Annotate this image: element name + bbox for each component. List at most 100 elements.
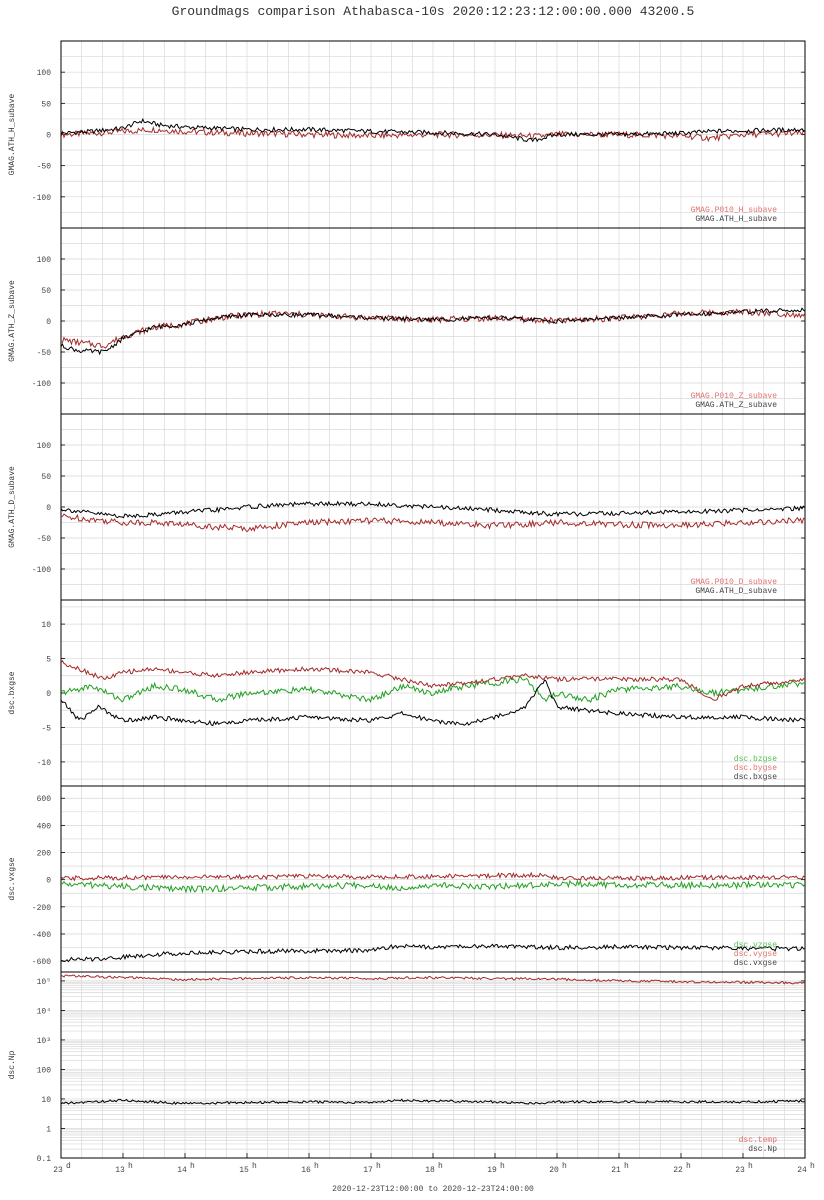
panel-4: 1050-5-10dsc.bxgsedsc.bzgsedsc.bygsedsc.… — [8, 599, 806, 787]
y-tick-label: 10⁴ — [37, 1007, 51, 1016]
y-tick-label: 100 — [37, 1066, 52, 1075]
y-tick-label: 10 — [41, 621, 51, 630]
series-line-gmag-ath-h-subave — [61, 117, 805, 143]
x-tick-label: 21 — [611, 1166, 621, 1175]
legend-entry: dsc.bygse — [734, 764, 777, 773]
y-tick-label: -100 — [32, 566, 51, 575]
y-tick-label: 100 — [37, 442, 52, 451]
y-tick-label: 10 — [41, 1096, 51, 1105]
x-tick-superscript: h — [376, 1162, 381, 1171]
y-tick-label: 1 — [46, 1125, 51, 1134]
y-tick-label: 0 — [46, 132, 51, 141]
x-tick-superscript: h — [190, 1162, 195, 1171]
y-axis-label: dsc.Np — [8, 1050, 17, 1079]
x-tick-superscript: h — [314, 1162, 319, 1171]
series-line-dsc-vygse — [61, 871, 805, 882]
y-tick-label: -50 — [37, 535, 52, 544]
legend-entry: dsc.bzgse — [734, 755, 777, 764]
x-tick-superscript: h — [748, 1162, 753, 1171]
y-tick-label: 0 — [46, 690, 51, 699]
figure-title: Groundmags comparison Athabasca-10s 2020… — [172, 4, 695, 19]
series-line-dsc-bygse — [61, 659, 805, 701]
y-axis-label: dsc.bxgse — [8, 671, 17, 714]
series-line-gmag-ath-d-subave — [61, 500, 805, 519]
x-tick-superscript: h — [624, 1162, 629, 1171]
x-tick-label: 14 — [177, 1166, 187, 1175]
legend-entry: GMAG.P010_H_subave — [691, 206, 778, 215]
y-axis-label: dsc.vxgse — [8, 857, 17, 900]
x-tick-label: 13 — [115, 1166, 125, 1175]
x-tick-label: 23 — [53, 1166, 63, 1175]
y-tick-label: 10³ — [37, 1037, 51, 1046]
legend-entry: GMAG.ATH_D_subave — [695, 587, 777, 596]
y-tick-label: -200 — [32, 904, 51, 913]
x-tick-label: 16 — [301, 1166, 311, 1175]
y-tick-label: 600 — [37, 795, 52, 804]
legend-entry: dsc.vygse — [734, 950, 777, 959]
x-tick-superscript: h — [438, 1162, 443, 1171]
x-tick-label: 20 — [549, 1166, 559, 1175]
y-tick-label: 100 — [37, 69, 52, 78]
x-tick-label: 22 — [673, 1166, 683, 1175]
y-tick-label: -100 — [32, 194, 51, 203]
x-tick-label: 17 — [363, 1166, 373, 1175]
series-line-gmag-p010-z-subave — [61, 308, 805, 349]
series-line-dsc-bxgse — [61, 679, 805, 727]
y-tick-label: -5 — [41, 724, 51, 733]
y-tick-label: -400 — [32, 931, 51, 940]
legend-entry: GMAG.ATH_H_subave — [695, 215, 777, 224]
x-tick-label: 19 — [487, 1166, 497, 1175]
y-tick-label: 5 — [46, 656, 51, 665]
legend-entry: GMAG.ATH_Z_subave — [695, 401, 777, 410]
legend-entry: GMAG.P010_D_subave — [691, 578, 778, 587]
y-tick-label: 0 — [46, 504, 51, 513]
y-tick-label: 0 — [46, 318, 51, 327]
x-tick-superscript: h — [500, 1162, 505, 1171]
y-tick-label: -600 — [32, 958, 51, 967]
legend-entry: dsc.vzgse — [734, 941, 777, 950]
series-line-dsc-vzgse — [61, 879, 805, 894]
legend-entry: dsc.temp — [739, 1136, 778, 1145]
series-line-gmag-ath-z-subave — [61, 307, 805, 356]
panel-5: 600 400 200 0 -200 -400 -600 dsc.vxgse dsc.vzgse… — [8, 785, 806, 973]
series-line-dsc-vxgse — [61, 943, 805, 963]
legend-entry: dsc.bxgse — [734, 773, 777, 782]
x-tick-label: 24 — [797, 1166, 807, 1175]
series-line-dsc-bzgse — [61, 676, 805, 703]
panel-3: 100 50 0 -50 -100 GMAG.ATH_D_subaveGMAG.P010_… — [8, 413, 806, 601]
series-line-dsc-temp — [61, 974, 805, 985]
x-tick-label: 23 — [735, 1166, 745, 1175]
x-tick-superscript: h — [252, 1162, 257, 1171]
y-tick-label: 50 — [41, 473, 51, 482]
y-tick-label: -100 — [32, 380, 51, 389]
x-tick-superscript: h — [810, 1162, 815, 1171]
y-tick-label: 0.1 — [37, 1155, 52, 1164]
y-tick-label: -10 — [37, 759, 52, 768]
x-tick-superscript: h — [128, 1162, 133, 1171]
x-tick-superscript: d — [66, 1162, 71, 1171]
y-tick-label: 400 — [37, 822, 52, 831]
x-tick-superscript: h — [686, 1162, 691, 1171]
y-axis-label: GMAG.ATH_H_subave — [8, 94, 17, 176]
panels-group: 100500-50-100GMAG.ATH_H_subaveGMAG.P010_… — [8, 40, 806, 1164]
series-line-gmag-p010-d-subave — [61, 513, 805, 533]
y-tick-label: 10⁵ — [37, 978, 51, 987]
y-tick-label: 0 — [46, 877, 51, 886]
y-axis-label: GMAG.ATH_Z_subave — [8, 280, 17, 362]
x-tick-superscript: h — [562, 1162, 567, 1171]
y-tick-label: 50 — [41, 100, 51, 109]
x-range-label: 2020-12-23T12:00:00 to 2020-12-23T24:00:… — [332, 1185, 534, 1194]
y-tick-label: 200 — [37, 850, 52, 859]
y-tick-label: 100 — [37, 256, 52, 265]
legend-entry: dsc.Np — [748, 1145, 777, 1154]
x-tick-label: 15 — [239, 1166, 249, 1175]
panel-2: 100500-50-100GMAG.ATH_Z_subaveGMAG.P010_… — [8, 227, 806, 415]
legend-entry: GMAG.P010_Z_subave — [691, 392, 778, 401]
series-line-gmag-p010-h-subave — [61, 125, 805, 143]
x-axis: 23 d 13 h 14 h 15 h 16 h 17 h 18 h 19 h 20 h 21 h 22 h 23 h 24 h — [53, 1153, 815, 1175]
series-line-dsc-np — [61, 1098, 805, 1106]
panel-1: 100500-50-100GMAG.ATH_H_subaveGMAG.P010_… — [8, 40, 806, 229]
y-tick-label: -50 — [37, 163, 52, 172]
